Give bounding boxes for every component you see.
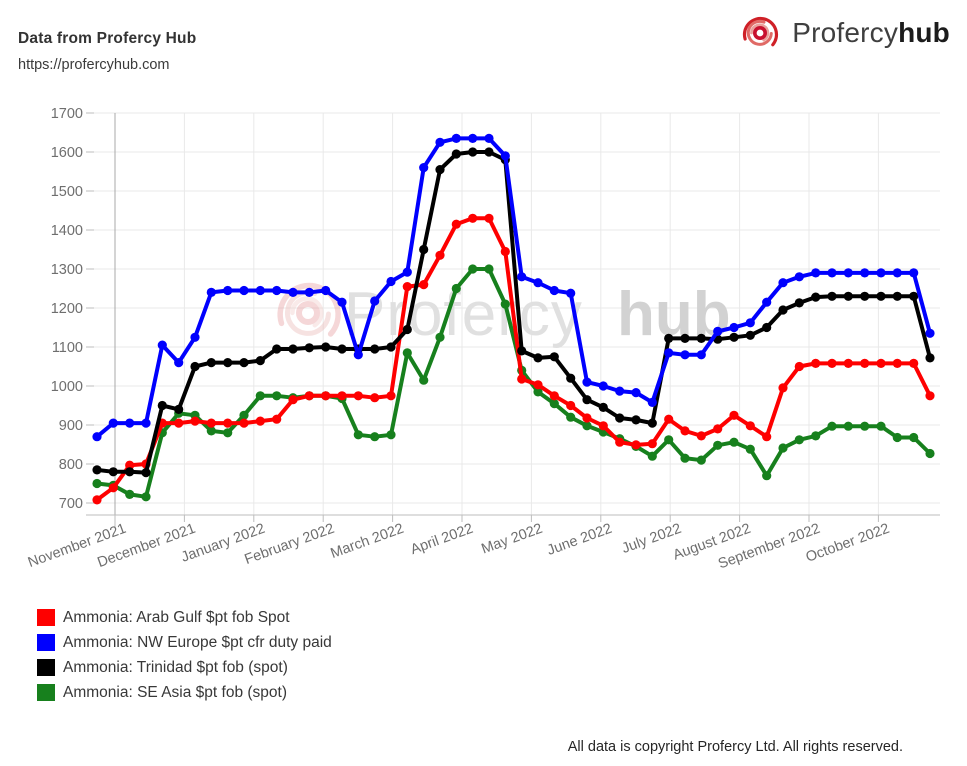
svg-text:700: 700 <box>59 496 83 512</box>
svg-text:900: 900 <box>59 418 83 434</box>
series-2 <box>92 147 935 478</box>
copyright-notice: All data is copyright Profercy Ltd. All … <box>567 739 903 755</box>
page-header: Data from Profercy Hub https://profercyh… <box>18 30 196 73</box>
svg-text:May 2022: May 2022 <box>479 521 544 558</box>
svg-text:April 2022: April 2022 <box>409 521 476 558</box>
svg-text:1100: 1100 <box>52 340 83 356</box>
legend-label: Ammonia: Arab Gulf $pt fob Spot <box>63 608 290 626</box>
svg-text:Profercy: Profercy <box>344 280 583 349</box>
legend-label: Ammonia: SE Asia $pt fob (spot) <box>63 683 287 701</box>
svg-text:800: 800 <box>59 457 83 473</box>
legend-item-nw-europe: Ammonia: NW Europe $pt cfr duty paid <box>37 630 332 655</box>
series-0 <box>92 213 935 505</box>
svg-text:1500: 1500 <box>51 184 83 200</box>
brand-primary: Profercy <box>792 17 899 48</box>
svg-text:1400: 1400 <box>51 223 83 239</box>
brand-wordmark: Profercyhub <box>792 17 950 49</box>
svg-text:1700: 1700 <box>51 106 83 122</box>
series-1 <box>92 133 935 442</box>
profercy-swirl-icon <box>743 16 779 47</box>
legend-swatch-red <box>37 609 55 626</box>
svg-text:1600: 1600 <box>51 145 83 161</box>
svg-text:1200: 1200 <box>51 301 83 317</box>
svg-text:1000: 1000 <box>51 379 83 395</box>
legend-label: Ammonia: Trinidad $pt fob (spot) <box>63 658 288 676</box>
chart-canvas: 700 800 900 1000 1100 1200 1300 1400 1500 1600 170… <box>26 106 940 572</box>
page-title: Data from Profercy Hub <box>18 30 197 47</box>
legend-item-trinidad: Ammonia: Trinidad $pt fob (spot) <box>37 655 332 680</box>
source-url[interactable]: https://profercyhub.com <box>18 57 170 73</box>
legend-label: Ammonia: NW Europe $pt cfr duty paid <box>63 633 332 651</box>
ammonia-price-chart: 700 800 900 1000 1100 1200 1300 1400 1500 1600 170… <box>0 95 967 575</box>
chart-legend: Ammonia: Arab Gulf $pt fob Spot Ammonia:… <box>37 605 332 705</box>
legend-swatch-green <box>37 684 55 701</box>
legend-swatch-blue <box>37 634 55 651</box>
legend-swatch-black <box>37 659 55 676</box>
svg-text:June 2022: June 2022 <box>545 521 614 559</box>
svg-text:March 2022: March 2022 <box>329 521 406 562</box>
profercy-hub-logo: Profercyhub <box>738 11 950 55</box>
legend-item-arab-gulf: Ammonia: Arab Gulf $pt fob Spot <box>37 605 332 630</box>
svg-text:1300: 1300 <box>51 262 83 278</box>
legend-item-se-asia: Ammonia: SE Asia $pt fob (spot) <box>37 680 332 705</box>
brand-suffix: hub <box>898 17 950 48</box>
